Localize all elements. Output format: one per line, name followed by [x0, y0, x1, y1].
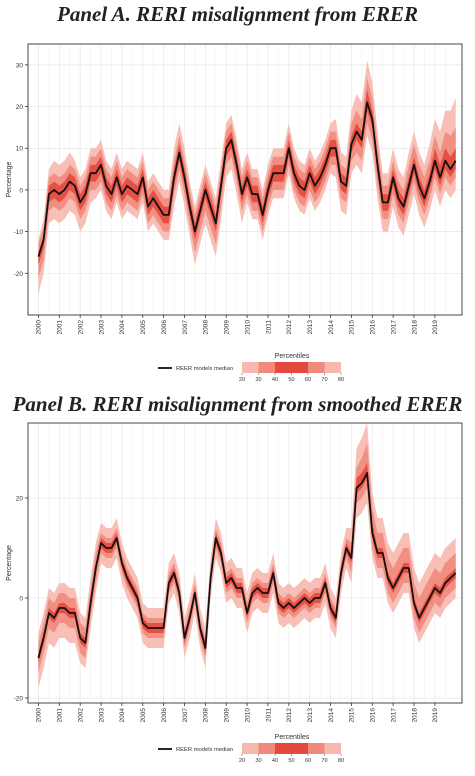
x-tick-label: 2009	[224, 320, 231, 335]
y-tick-label: -20	[14, 271, 24, 278]
x-tick-label: 2011	[265, 320, 272, 334]
legend-percentile-tick-label: 20	[239, 758, 245, 764]
percentile-band-20-80	[38, 423, 456, 688]
x-tick-label: 2007	[182, 708, 189, 723]
y-tick-label: -10	[14, 229, 24, 236]
x-tick-label: 2000	[36, 320, 43, 335]
panel-1-grid	[28, 423, 462, 703]
legend: REER models median Percentiles 20 30 40 50 60 7…	[158, 734, 344, 764]
x-tick-label: 2001	[57, 708, 64, 723]
x-tick-label: 2014	[328, 708, 335, 723]
y-tick-label: 0	[19, 596, 23, 603]
median-line	[37, 101, 457, 257]
percentile-band-40-60	[38, 463, 456, 663]
x-tick-label: 2012	[286, 320, 293, 335]
legend-percentile-tick-label: 70	[321, 377, 327, 383]
legend-percentile-tick-label: 80	[338, 758, 344, 764]
legend-percentile-tick-label: 60	[305, 377, 311, 383]
x-tick-label: 2010	[244, 708, 251, 723]
x-tick-label: 2005	[140, 708, 147, 723]
x-tick-label: 2003	[98, 320, 105, 335]
legend-percentile-segment	[308, 362, 325, 373]
legend-percentile-segment	[275, 362, 292, 373]
x-tick-label: 2016	[370, 320, 377, 335]
x-tick-label: 2001	[57, 320, 64, 335]
x-tick-label: 2017	[390, 708, 397, 723]
x-tick-label: 2018	[411, 320, 418, 335]
x-tick-label: 2015	[349, 708, 356, 723]
plot-frame	[27, 43, 463, 316]
legend-percentile-segment	[258, 362, 275, 373]
x-tick-label: 2006	[161, 708, 168, 723]
x-tick-label: 2003	[98, 708, 105, 723]
y-axis-label: Percentage	[6, 545, 13, 581]
x-tick-label: 2008	[203, 708, 210, 723]
legend-percentile-segment	[308, 743, 325, 754]
x-tick-label: 2002	[77, 320, 84, 335]
x-tick-label: 2008	[203, 320, 210, 335]
x-tick-label: 2017	[390, 320, 397, 335]
x-tick-label: 2009	[224, 708, 231, 723]
x-tick-label: 2016	[370, 708, 377, 723]
x-tick-label: 2018	[411, 708, 418, 723]
y-tick-label: 20	[16, 104, 24, 111]
legend-percentile-segment	[258, 743, 275, 754]
legend-percentile-tick-label: 80	[338, 377, 344, 383]
legend-median-label: REER models median	[176, 747, 233, 753]
y-tick-label: 0	[19, 187, 23, 194]
x-tick-label: 2007	[182, 320, 189, 335]
legend-median-label: REER models median	[176, 366, 233, 372]
legend-percentile-segment	[275, 743, 292, 754]
legend-percentile-segment	[242, 743, 259, 754]
x-tick-label: 2004	[119, 320, 126, 335]
panel-b-title: Panel B. RERI misalignment from smoothed…	[12, 392, 463, 416]
panel-a-chart: -20 -10 0 10 20 30 Percentage 2000 2001 2002 2003 2…	[6, 43, 463, 383]
x-tick-label: 2013	[307, 320, 314, 335]
legend-percentile-tick-label: 40	[272, 758, 278, 764]
legend-percentile-segment	[324, 743, 341, 754]
x-tick-label: 2019	[432, 708, 439, 723]
legend: REER models median Percentiles 20 30 40 50 60 7…	[158, 353, 344, 383]
legend-percentile-tick-label: 50	[288, 758, 294, 764]
y-tick-label: -20	[14, 696, 24, 703]
legend-percentile-tick-label: 60	[305, 758, 311, 764]
x-tick-label: 2004	[119, 708, 126, 723]
panel-a-title: Panel A. RERI misalignment from ERER	[57, 2, 418, 26]
x-tick-label: 2006	[161, 320, 168, 335]
legend-percentile-segment	[291, 362, 308, 373]
legend-percentile-tick-label: 30	[255, 758, 261, 764]
y-tick-label: 20	[16, 496, 24, 503]
legend-percentile-tick-label: 40	[272, 377, 278, 383]
x-tick-label: 2005	[140, 320, 147, 335]
x-tick-label: 2010	[244, 320, 251, 335]
legend-percentile-segment	[291, 743, 308, 754]
x-tick-label: 2000	[36, 708, 43, 723]
legend-percentile-tick-label: 70	[321, 758, 327, 764]
y-tick-label: 30	[16, 62, 24, 69]
x-tick-label: 2015	[349, 320, 356, 335]
legend-percentile-tick-label: 30	[255, 377, 261, 383]
median-line	[37, 472, 457, 659]
legend-percentile-tick-label: 20	[239, 377, 245, 383]
legend-percentile-tick-label: 50	[288, 377, 294, 383]
x-tick-label: 2012	[286, 708, 293, 723]
y-tick-label: 10	[16, 146, 24, 153]
x-tick-label: 2011	[265, 708, 272, 722]
legend-percentiles-title: Percentiles	[275, 353, 310, 360]
x-tick-label: 2014	[328, 320, 335, 335]
x-tick-label: 2002	[77, 708, 84, 723]
legend-percentiles-title: Percentiles	[275, 734, 310, 741]
plot-frame	[27, 422, 463, 704]
legend-percentile-segment	[242, 362, 259, 373]
y-axis-label: Percentage	[6, 161, 13, 197]
x-tick-label: 2019	[432, 320, 439, 335]
percentile-band-30-70	[38, 443, 456, 673]
legend-percentile-segment	[324, 362, 341, 373]
x-tick-label: 2013	[307, 708, 314, 723]
